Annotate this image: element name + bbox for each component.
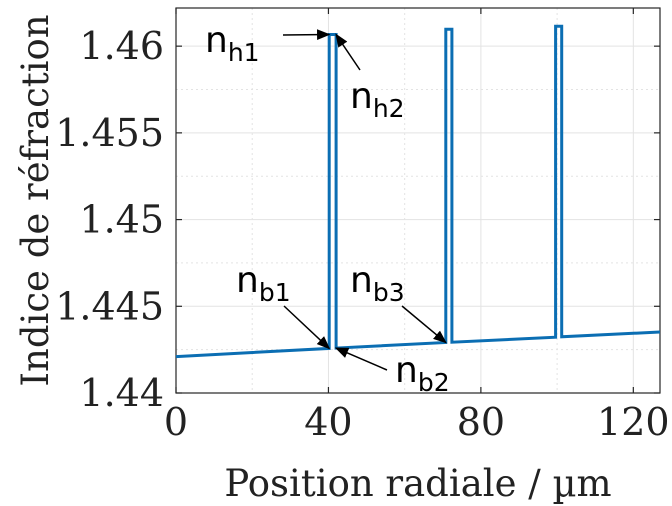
- y-tick-label: 1.46: [79, 24, 164, 68]
- x-tick-label: 80: [457, 400, 505, 444]
- annotation-arrow-nb1: [283, 305, 331, 350]
- annotation-arrow-nb2: [334, 347, 388, 371]
- series-line-1: [175, 24, 661, 359]
- series-group: [175, 24, 661, 359]
- annotation-labels: nh1 nh2 nb1 nb2 nb3: [205, 20, 450, 397]
- annotation-label-nb2: nb2: [395, 350, 450, 397]
- x-tick-label: 0: [164, 400, 188, 444]
- y-tick-label: 1.445: [55, 284, 164, 328]
- annotation-arrows: [282, 29, 447, 371]
- annotation-arrow-nb3: [401, 305, 447, 344]
- annotation-label-nb3: nb3: [350, 260, 405, 307]
- annotation-label-nb1: nb1: [236, 260, 291, 307]
- y-axis-title: Indice de réfraction: [14, 14, 57, 386]
- y-tick-label: 1.455: [55, 111, 164, 155]
- plot-frame: [175, 7, 661, 394]
- annotation-label-nh1: nh1: [205, 20, 260, 67]
- annotation-arrow-nh2: [335, 33, 361, 71]
- annotation-label-nh2: nh2: [350, 76, 405, 123]
- x-tick-label: 40: [304, 400, 352, 444]
- axis-ticks: 0 40 80 120 1.44 1.445 1.45 1.455 1.46: [55, 8, 670, 444]
- x-tick-label: 120: [597, 400, 670, 444]
- x-axis-title: Position radiale / µm: [224, 462, 611, 505]
- y-tick-label: 1.45: [79, 198, 164, 242]
- y-tick-label: 1.44: [79, 371, 164, 415]
